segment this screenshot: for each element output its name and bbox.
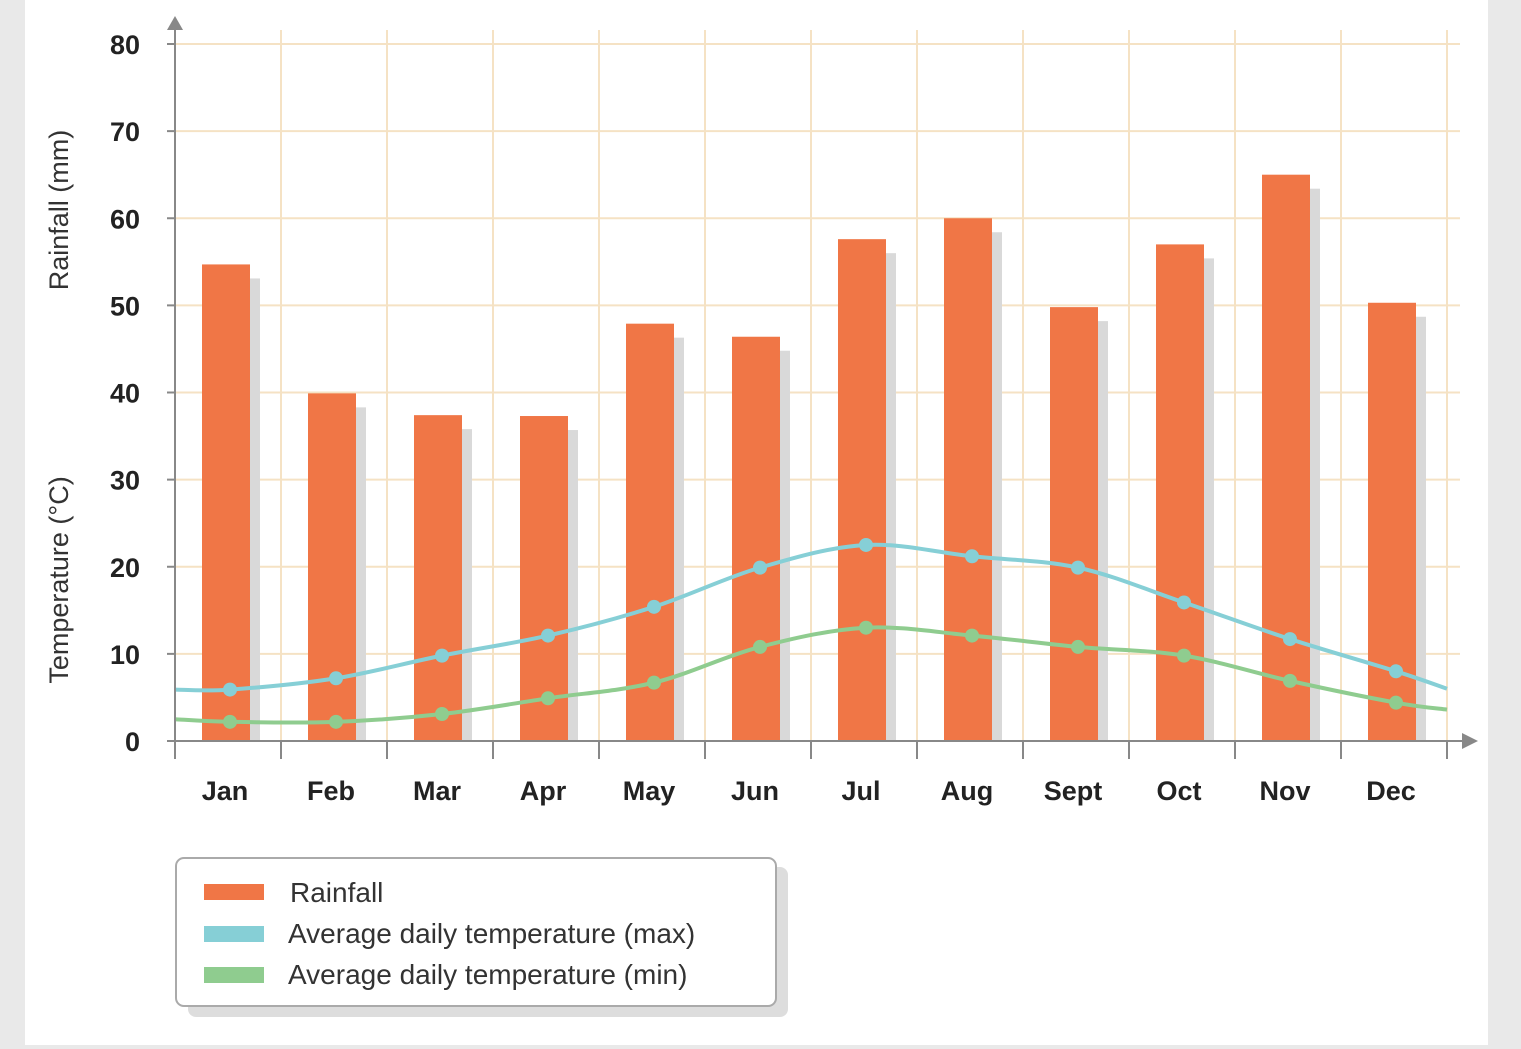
point-min-jul: [859, 620, 873, 635]
y-tick-label: 60: [110, 204, 140, 234]
y-tick-label: 70: [110, 117, 140, 147]
bar-rainfall-feb: [308, 393, 356, 741]
legend-label-min-temp: Average daily temperature (min): [288, 959, 687, 990]
y-tick-label: 20: [110, 553, 140, 583]
point-min-apr: [541, 691, 555, 706]
point-min-jan: [223, 714, 237, 729]
point-max-sept: [1071, 560, 1085, 575]
y-tick-label: 80: [110, 30, 140, 60]
point-max-jun: [753, 560, 767, 575]
point-max-jul: [859, 537, 873, 552]
bar-rainfall-jul: [838, 239, 886, 741]
point-max-feb: [329, 671, 343, 686]
x-tick-label: Mar: [413, 776, 462, 806]
point-min-dec: [1389, 695, 1403, 710]
point-max-may: [647, 599, 661, 614]
point-max-apr: [541, 628, 555, 643]
bar-rainfall-jun: [732, 336, 780, 741]
legend-label-max-temp: Average daily temperature (max): [288, 918, 695, 949]
point-min-feb: [329, 714, 343, 729]
bar-rainfall-aug: [944, 218, 992, 741]
y-tick-label: 40: [110, 379, 140, 409]
legend-swatch-max-temp: [204, 926, 264, 942]
point-max-jan: [223, 682, 237, 697]
y-axis-label-temperature: Temperature (°C): [44, 476, 74, 683]
point-min-mar: [435, 706, 449, 721]
point-max-aug: [965, 549, 979, 564]
point-max-oct: [1177, 595, 1191, 610]
legend: Rainfall Average daily temperature (max)…: [175, 857, 788, 1017]
y-axis-label-rainfall: Rainfall (mm): [44, 130, 74, 291]
y-axis-arrow-icon: [167, 16, 183, 30]
bar-rainfall-apr: [520, 416, 568, 741]
point-min-sept: [1071, 639, 1085, 654]
x-tick-label: Dec: [1366, 776, 1416, 806]
bar-rainfall-oct: [1156, 244, 1204, 741]
point-min-may: [647, 675, 661, 690]
point-min-jun: [753, 639, 767, 654]
legend-swatch-min-temp: [204, 967, 264, 983]
bar-rainfall-jan: [202, 264, 250, 741]
x-tick-label: Sept: [1044, 776, 1103, 806]
legend-swatch-rainfall: [204, 884, 264, 900]
bar-rainfall-sept: [1050, 307, 1098, 741]
x-tick-label: Aug: [941, 776, 993, 806]
bar-rainfall-may: [626, 323, 674, 741]
x-tick-label: Apr: [520, 776, 567, 806]
y-tick-label: 0: [125, 727, 140, 757]
point-max-mar: [435, 648, 449, 663]
x-axis-arrow-icon: [1462, 733, 1478, 749]
legend-label-rainfall: Rainfall: [290, 877, 383, 908]
line-min-temp: [174, 625, 1448, 725]
x-tick-label: Jun: [731, 776, 779, 806]
bar-rainfall-nov: [1262, 174, 1310, 741]
y-tick-label: 10: [110, 640, 140, 670]
bar-rainfall-mar: [414, 415, 462, 741]
x-tick-label: May: [623, 776, 676, 806]
x-tick-label: Nov: [1259, 776, 1310, 806]
point-min-nov: [1283, 673, 1297, 688]
x-tick-label: Oct: [1156, 776, 1201, 806]
y-tick-label: 30: [110, 466, 140, 496]
x-tick-label: Feb: [307, 776, 355, 806]
point-max-dec: [1389, 664, 1403, 679]
point-min-aug: [965, 628, 979, 643]
x-tick-label: Jan: [202, 776, 249, 806]
y-tick-label: 50: [110, 291, 140, 321]
x-tick-label: Jul: [841, 776, 880, 806]
point-min-oct: [1177, 648, 1191, 663]
point-max-nov: [1283, 632, 1297, 647]
line-max-temp: [174, 542, 1448, 693]
